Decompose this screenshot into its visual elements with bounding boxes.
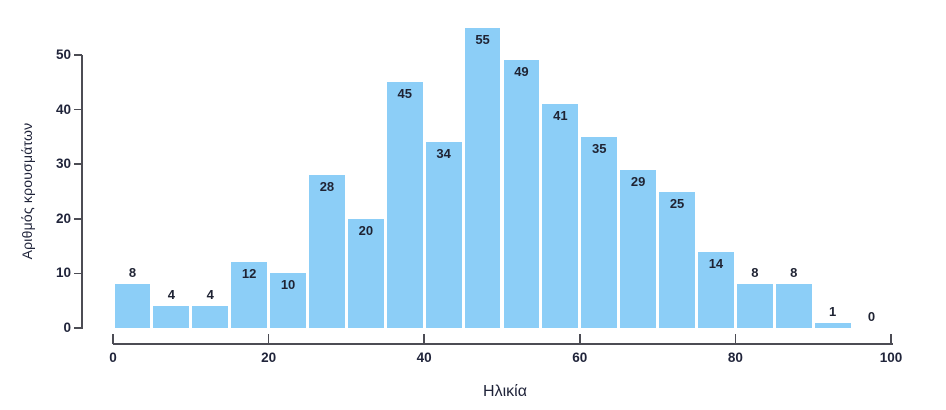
bar <box>192 306 229 328</box>
bar-value-label: 41 <box>553 108 568 124</box>
bar <box>659 191 695 328</box>
x-tick-label: 20 <box>261 350 277 365</box>
y-axis-title: Αριθμός κρουσμάτων <box>19 122 35 260</box>
y-tick-label: 50 <box>55 47 71 62</box>
y-tick-label: 40 <box>55 101 71 117</box>
x-tick-label: 100 <box>879 350 903 365</box>
bar <box>270 273 306 328</box>
x-tick <box>579 334 581 344</box>
bar <box>114 284 151 328</box>
bar <box>425 142 462 328</box>
bar <box>814 322 851 328</box>
y-tick <box>74 108 82 111</box>
bar-value-label: 8 <box>751 265 759 281</box>
bar <box>620 169 657 328</box>
y-tick-label: 0 <box>63 320 71 335</box>
x-tick <box>423 334 425 344</box>
bar-value-label: 25 <box>669 195 685 211</box>
bar-value-label: 34 <box>436 146 451 162</box>
bar-value-label: 14 <box>708 255 724 271</box>
bar-value-label: 4 <box>206 287 214 303</box>
bar <box>581 136 618 328</box>
bar <box>698 251 734 328</box>
bar <box>347 218 384 328</box>
bar-value-label: 35 <box>592 140 607 156</box>
bar <box>503 60 540 328</box>
x-axis-title: Ηλικία <box>483 383 527 400</box>
bar-value-label: 4 <box>167 287 175 303</box>
x-axis-line <box>113 343 893 345</box>
bar-value-label: 49 <box>514 64 529 80</box>
bar-value-label: 12 <box>241 266 257 282</box>
bar-value-label: 0 <box>867 309 876 324</box>
y-axis-line <box>81 54 83 329</box>
bar-value-label: 10 <box>280 277 296 293</box>
y-tick-label: 10 <box>55 265 71 281</box>
bar <box>542 104 579 328</box>
bar <box>309 175 345 328</box>
x-tick-label: 0 <box>109 350 117 365</box>
bar <box>386 82 423 328</box>
bar-value-label: 28 <box>319 179 335 195</box>
bar-value-label: 55 <box>475 31 490 47</box>
x-tick <box>112 334 114 344</box>
bar <box>464 27 501 328</box>
bar <box>153 306 190 328</box>
bar-value-label: 1 <box>829 303 837 319</box>
x-tick-label: 40 <box>416 350 432 365</box>
bar-value-label: 29 <box>630 173 646 189</box>
y-tick <box>74 218 82 220</box>
y-tick-label: 30 <box>55 156 71 172</box>
y-tick <box>74 272 82 275</box>
x-tick <box>734 334 737 344</box>
bar <box>736 284 773 328</box>
y-tick <box>74 54 82 56</box>
y-tick-label: 20 <box>55 210 71 226</box>
bar <box>775 284 812 328</box>
y-tick <box>74 163 82 165</box>
bar-value-label: 20 <box>358 222 374 238</box>
x-tick <box>890 334 892 344</box>
bar <box>231 262 268 328</box>
bar-value-label: 8 <box>128 265 137 281</box>
bar-value-label: 8 <box>790 265 798 281</box>
bar-value-label: 45 <box>397 86 412 102</box>
y-tick <box>74 327 82 329</box>
x-tick-label: 80 <box>727 350 743 365</box>
x-tick <box>267 334 270 344</box>
x-tick-label: 60 <box>572 350 588 365</box>
